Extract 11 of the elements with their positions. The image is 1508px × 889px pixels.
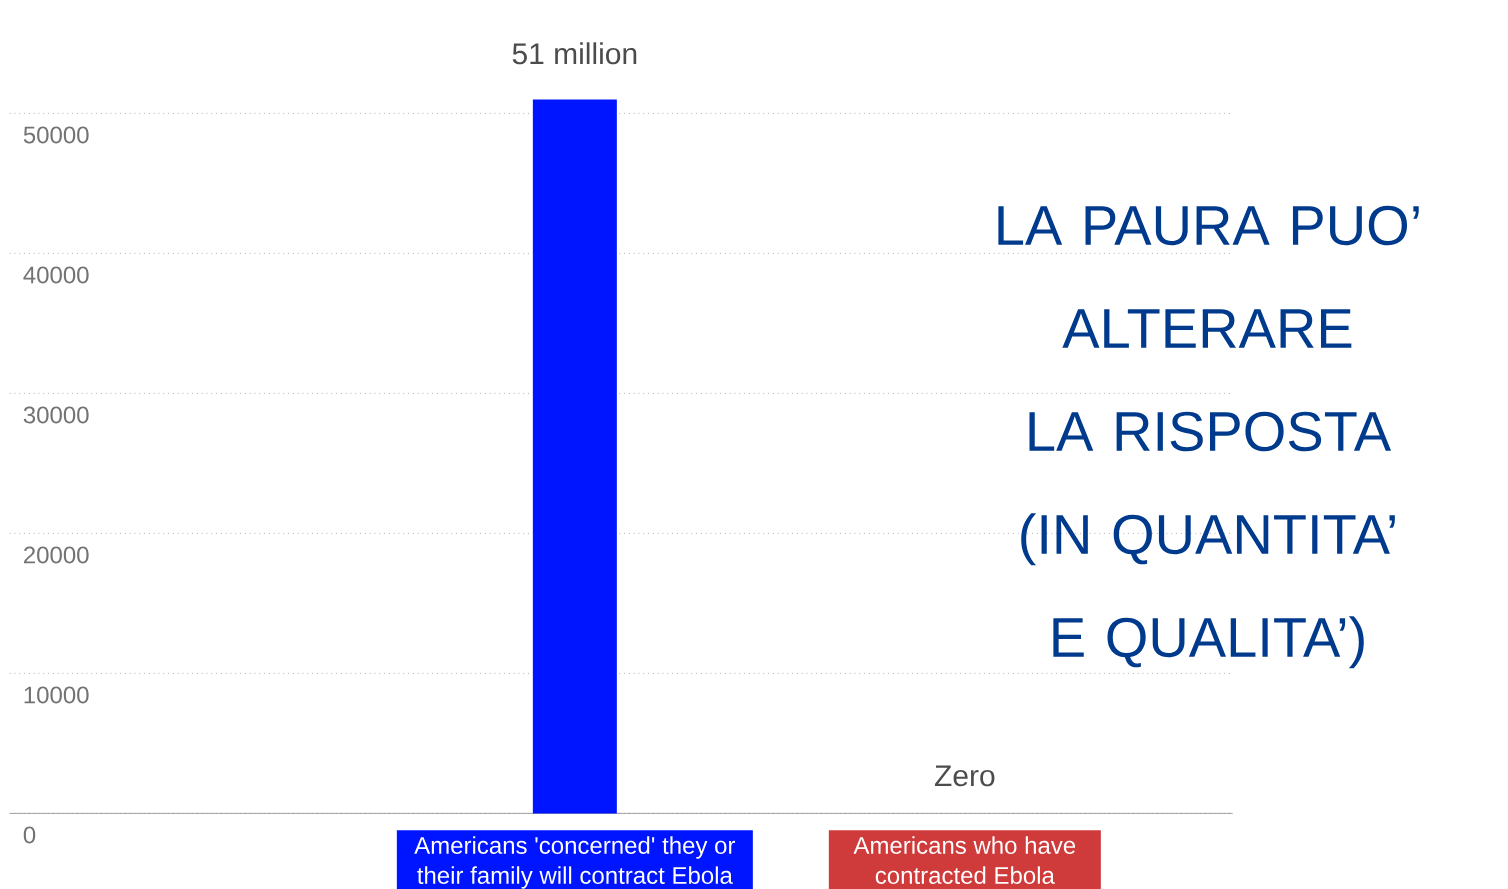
y-tick-label: 20000 <box>24 546 89 564</box>
annotation: Zero <box>934 765 995 787</box>
y-tick-label: 30000 <box>23 406 89 424</box>
y-tick-label: 50000 <box>23 126 89 144</box>
y-tick-label: 40000 <box>23 266 89 284</box>
y-tick-label: 0 <box>23 826 36 844</box>
y-tick-label: 10000 <box>24 686 89 704</box>
annotation: LA PAURA PUO’ ALTERARE LA RISPOSTA (IN QUANTITA’ E QUALITA’) <box>998 205 1419 669</box>
annotation: 51 million <box>512 42 637 65</box>
x-tick-label: Americans who have contracted Ebola <box>853 836 1076 884</box>
x-tick-label: Americans 'concerned' they or their family will contract Ebola <box>414 836 736 889</box>
